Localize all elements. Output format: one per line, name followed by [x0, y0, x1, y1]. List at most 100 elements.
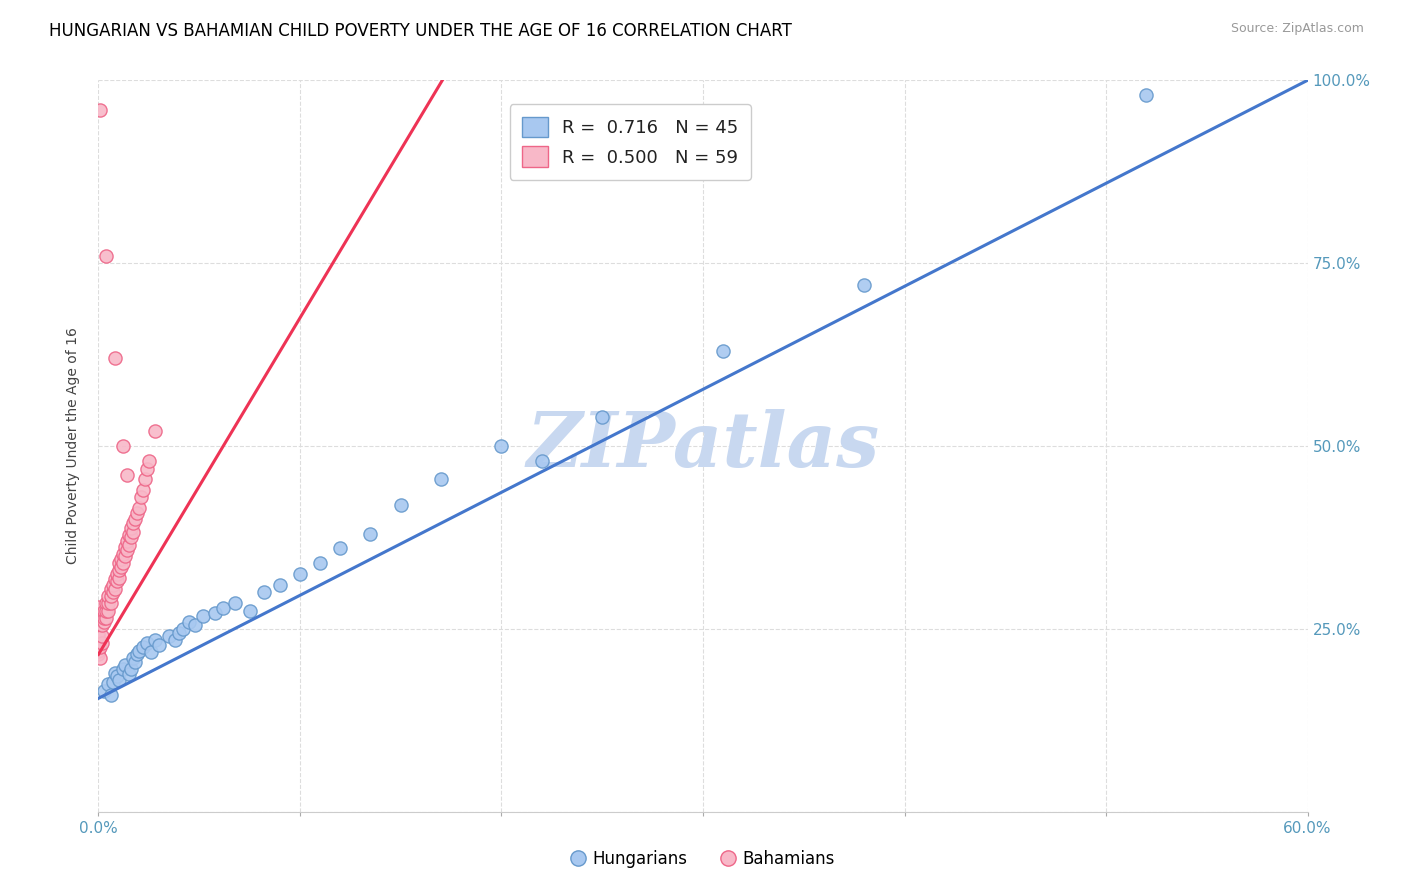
Point — [118, 667, 141, 681]
Point — [89, 640, 111, 655]
Point — [253, 585, 276, 599]
Point — [179, 615, 201, 629]
Point — [591, 409, 613, 424]
Point — [132, 483, 155, 497]
Point — [115, 534, 138, 549]
Point — [121, 651, 143, 665]
Point — [100, 688, 122, 702]
Point — [138, 453, 160, 467]
Point — [329, 541, 352, 556]
Point — [107, 563, 129, 577]
Point — [97, 603, 120, 617]
Point — [111, 662, 134, 676]
Point — [163, 632, 186, 647]
Point — [91, 629, 114, 643]
Point — [100, 582, 122, 596]
Point — [93, 611, 115, 625]
Point — [239, 603, 262, 617]
Point — [103, 665, 125, 680]
Point — [114, 549, 136, 563]
Point — [157, 629, 180, 643]
Point — [105, 567, 128, 582]
Point — [97, 596, 120, 610]
Point — [125, 648, 148, 662]
Point — [87, 599, 110, 614]
Point — [172, 622, 194, 636]
Point — [91, 618, 114, 632]
Point — [711, 343, 734, 358]
Point — [87, 640, 110, 655]
Point — [93, 684, 115, 698]
Point — [120, 530, 142, 544]
Point — [224, 596, 246, 610]
Point — [121, 516, 143, 530]
Point — [134, 472, 156, 486]
Point — [288, 567, 311, 582]
Point — [128, 644, 150, 658]
Point — [87, 629, 110, 643]
Point — [101, 585, 124, 599]
Point — [118, 528, 141, 542]
Point — [87, 607, 110, 622]
Point — [107, 556, 129, 570]
Point — [115, 468, 138, 483]
Point — [111, 547, 134, 561]
Point — [148, 638, 170, 652]
Point — [97, 676, 120, 690]
Point — [853, 278, 876, 293]
Point — [114, 658, 136, 673]
Point — [89, 651, 111, 665]
Point — [93, 615, 115, 629]
Point — [105, 574, 128, 589]
Point — [96, 611, 118, 625]
Point — [430, 472, 453, 486]
Point — [103, 572, 125, 586]
Text: Source: ZipAtlas.com: Source: ZipAtlas.com — [1230, 22, 1364, 36]
Point — [204, 606, 226, 620]
Point — [103, 351, 125, 366]
Text: ZIPatlas: ZIPatlas — [526, 409, 880, 483]
Point — [118, 538, 141, 552]
Point — [135, 462, 157, 476]
Point — [105, 669, 128, 683]
Point — [110, 559, 132, 574]
Point — [184, 618, 207, 632]
Point — [530, 453, 553, 467]
Point — [100, 596, 122, 610]
Point — [360, 526, 382, 541]
Y-axis label: Child Poverty Under the Age of 16: Child Poverty Under the Age of 16 — [66, 327, 80, 565]
Point — [114, 540, 136, 554]
Point — [193, 608, 215, 623]
Point — [87, 611, 110, 625]
Point — [111, 556, 134, 570]
Point — [107, 571, 129, 585]
Point — [87, 618, 110, 632]
Point — [91, 636, 114, 650]
Point — [96, 596, 118, 610]
Point — [87, 625, 110, 640]
Point — [87, 636, 110, 650]
Point — [97, 589, 120, 603]
Point — [212, 601, 235, 615]
Point — [124, 512, 146, 526]
Point — [120, 521, 142, 535]
Point — [1135, 87, 1157, 102]
Point — [167, 625, 190, 640]
Point — [389, 498, 412, 512]
Point — [121, 525, 143, 540]
Legend: R =  0.716   N = 45, R =  0.500   N = 59: R = 0.716 N = 45, R = 0.500 N = 59 — [510, 104, 751, 180]
Point — [124, 655, 146, 669]
Point — [135, 636, 157, 650]
Point — [101, 674, 124, 689]
Point — [101, 578, 124, 592]
Point — [87, 648, 110, 662]
Text: HUNGARIAN VS BAHAMIAN CHILD POVERTY UNDER THE AGE OF 16 CORRELATION CHART: HUNGARIAN VS BAHAMIAN CHILD POVERTY UNDE… — [49, 22, 792, 40]
Point — [96, 603, 118, 617]
Point — [89, 103, 111, 117]
Point — [143, 632, 166, 647]
Point — [143, 425, 166, 439]
Point — [115, 542, 138, 557]
Point — [107, 673, 129, 687]
Point — [269, 578, 291, 592]
Point — [103, 582, 125, 596]
